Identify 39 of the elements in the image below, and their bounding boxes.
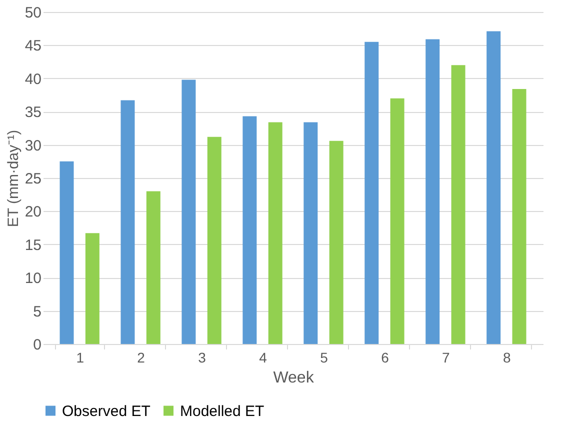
bar <box>329 140 344 344</box>
x-tick-label: 6 <box>381 350 390 366</box>
y-tick-label: 10 <box>24 270 42 288</box>
y-tick-label: 50 <box>24 4 42 22</box>
bar <box>120 100 135 344</box>
bar <box>242 116 257 344</box>
bar <box>512 89 526 344</box>
bar <box>60 161 74 344</box>
x-tick-label: 1 <box>76 350 84 366</box>
x-axis-title: Week <box>273 370 315 386</box>
bar <box>364 42 379 344</box>
x-tick-label: 7 <box>442 350 450 366</box>
y-tick-label: 35 <box>24 104 42 122</box>
bar <box>268 122 282 344</box>
y-tick-label: 25 <box>24 170 42 188</box>
y-tick-label: 30 <box>24 137 42 154</box>
y-axis-title: ET (mm·day⁻¹) <box>4 130 22 228</box>
x-tick-label: 8 <box>503 350 512 366</box>
bar <box>146 191 160 344</box>
bar <box>486 31 501 344</box>
legend-label: Observed ET <box>62 402 150 420</box>
y-tick-label: 15 <box>24 236 42 254</box>
y-tick-label: 20 <box>24 204 42 221</box>
bar <box>451 65 466 344</box>
y-tick-label: 0 <box>33 336 42 354</box>
x-tick-label: 4 <box>259 350 268 366</box>
bar <box>426 39 440 344</box>
y-tick-label: 40 <box>24 70 42 88</box>
x-tick-label: 2 <box>137 350 146 366</box>
bar <box>182 80 196 344</box>
bar <box>390 98 404 344</box>
bar <box>85 233 100 344</box>
bar <box>207 136 222 344</box>
legend-label: Modelled ET <box>180 402 264 420</box>
x-tick-label: 5 <box>320 350 328 366</box>
y-tick-label: 5 <box>33 303 42 320</box>
x-tick-label: 3 <box>198 350 206 366</box>
bar <box>304 122 318 344</box>
y-tick-label: 45 <box>24 38 42 55</box>
